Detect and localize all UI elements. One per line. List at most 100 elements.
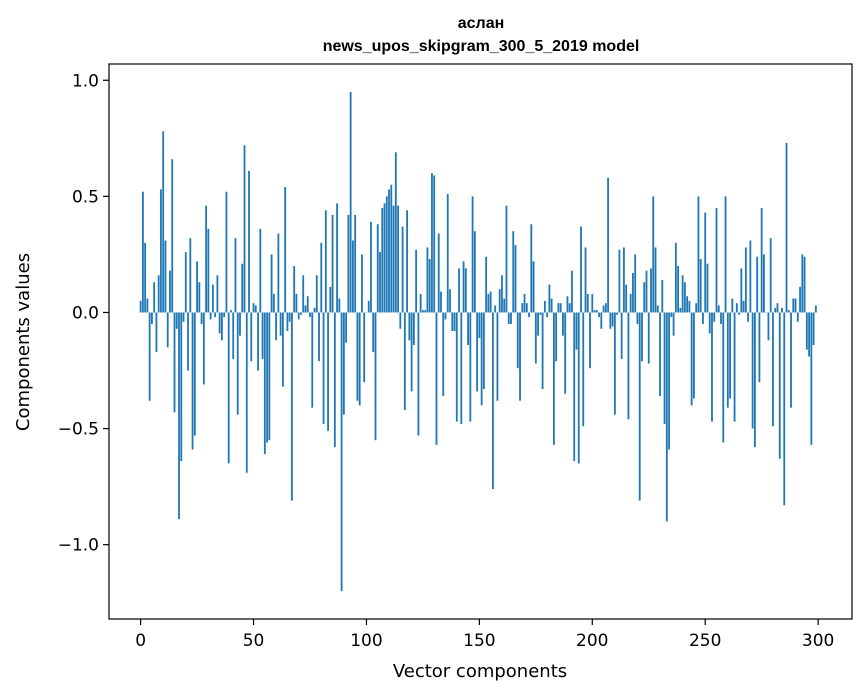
bar-177	[539, 312, 542, 315]
bar-144	[464, 268, 467, 313]
bar-50	[252, 303, 255, 313]
bar-238	[677, 266, 680, 313]
bar-294	[803, 256, 806, 313]
bar-70	[297, 312, 300, 320]
bar-131	[435, 312, 438, 445]
bar-256	[717, 305, 720, 313]
bar-93	[349, 91, 352, 313]
bar-217	[629, 293, 632, 313]
bar-183	[552, 312, 555, 445]
bar-139	[453, 312, 456, 332]
bar-214	[623, 247, 625, 313]
bar-2	[144, 242, 147, 313]
bar-55	[263, 312, 266, 455]
bar-61	[277, 233, 280, 313]
bar-20	[184, 252, 187, 313]
bar-86	[333, 312, 336, 448]
bar-276	[763, 254, 765, 313]
bar-128	[428, 259, 431, 313]
bar-33	[214, 312, 217, 318]
bar-210	[613, 312, 616, 415]
bar-201	[593, 310, 596, 313]
bar-232	[663, 312, 666, 424]
bar-91	[345, 312, 348, 343]
bar-145	[467, 312, 469, 345]
bar-164	[510, 312, 512, 325]
bar-52	[257, 312, 259, 371]
bar-296	[808, 312, 810, 357]
bar-19	[182, 312, 185, 322]
bar-204	[600, 312, 603, 329]
bar-293	[801, 254, 804, 313]
bar-194	[577, 312, 580, 464]
bar-85	[331, 214, 334, 313]
bar-141	[458, 268, 460, 313]
bar-192	[573, 312, 576, 462]
bar-268	[744, 247, 747, 313]
bar-252	[708, 312, 711, 334]
bar-96	[356, 312, 359, 401]
bar-39	[227, 312, 230, 464]
bar-11	[164, 240, 167, 313]
bar-188	[564, 312, 567, 394]
y-tick-label: 0.0	[72, 303, 99, 323]
bar-266	[740, 268, 743, 313]
bar-46	[243, 145, 246, 313]
bar-176	[537, 312, 539, 336]
bar-138	[451, 312, 454, 332]
bar-261	[729, 312, 731, 399]
bar-258	[722, 312, 725, 443]
bar-195	[580, 226, 582, 313]
bar-280	[772, 312, 774, 427]
bar-263	[733, 312, 736, 422]
bar-117	[403, 312, 406, 410]
bar-274	[758, 312, 761, 383]
bar-58	[270, 254, 273, 313]
bar-248	[699, 259, 702, 313]
bar-196	[582, 312, 585, 427]
bar-92	[347, 214, 350, 313]
bar-45	[241, 263, 244, 313]
bar-112	[392, 205, 395, 313]
bar-115	[399, 312, 402, 329]
bar-160	[501, 275, 503, 313]
bar-182	[550, 298, 553, 313]
bar-143	[462, 261, 465, 313]
bar-257	[720, 312, 722, 325]
bar-185	[557, 303, 560, 313]
bar-102	[370, 221, 372, 313]
bar-28	[202, 312, 205, 385]
bar-147	[471, 196, 474, 313]
bar-161	[503, 298, 506, 313]
y-axis-label: Components values	[13, 253, 34, 431]
bar-199	[589, 312, 591, 369]
bar-187	[562, 312, 564, 336]
bar-76	[311, 312, 314, 408]
bar-146	[469, 312, 472, 422]
bar-221	[638, 312, 641, 501]
bar-152	[482, 312, 485, 390]
bar-98	[361, 254, 363, 313]
bar-178	[541, 312, 544, 390]
bar-259	[724, 196, 727, 313]
bar-285	[783, 312, 786, 506]
bar-211	[616, 312, 619, 315]
bar-49	[250, 312, 253, 362]
x-tick-label: 100	[350, 631, 382, 651]
bar-101	[367, 300, 370, 313]
bar-103	[372, 312, 375, 352]
bar-54	[261, 312, 264, 359]
bar-290	[794, 298, 797, 313]
bar-240	[681, 275, 684, 313]
bar-175	[534, 312, 537, 364]
bar-286	[785, 142, 788, 313]
bar-165	[512, 231, 515, 313]
bar-38	[225, 191, 228, 313]
bar-162	[505, 205, 508, 313]
bar-206	[604, 303, 607, 313]
bar-104	[374, 312, 377, 441]
chart-title-line-2: news_upos_skipgram_300_5_2019 model	[323, 38, 640, 55]
y-tick-label: 1.0	[72, 71, 99, 91]
bar-269	[747, 312, 750, 322]
bar-140	[455, 312, 458, 422]
